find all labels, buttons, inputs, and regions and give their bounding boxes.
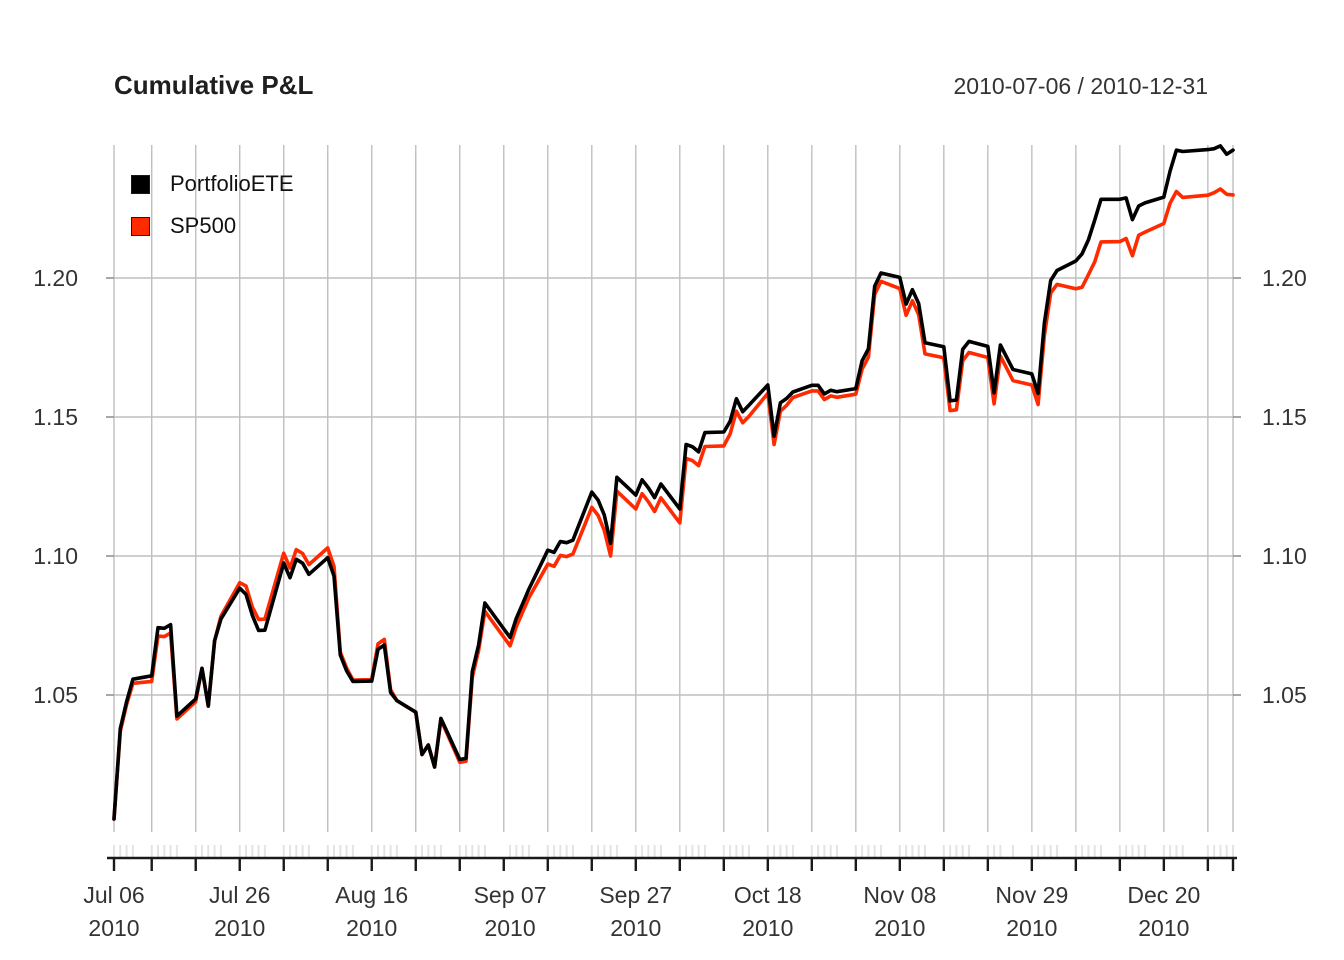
x-axis-label: Sep 07 2010 (474, 882, 547, 941)
x-axis-label: Jul 26 2010 (209, 882, 270, 941)
x-axis-label: Sep 27 2010 (599, 882, 672, 941)
y-axis-label-right: 1.05 (1262, 682, 1307, 708)
legend-item-sp500: SP500 (131, 205, 294, 247)
portfolioete-swatch-icon (131, 174, 150, 194)
x-axis-label: Nov 29 2010 (995, 882, 1068, 941)
chart-legend: PortfolioETE SP500 (131, 163, 294, 247)
chart-date-range: 2010-07-06 / 2010-12-31 (953, 73, 1208, 99)
y-axis-label-right: 1.15 (1262, 404, 1307, 430)
x-axis-label: Dec 20 2010 (1127, 882, 1200, 941)
x-axis-label: Oct 18 2010 (734, 882, 802, 941)
series-line-portfolioete (112, 144, 1235, 821)
y-axis-label-left: 1.05 (33, 682, 78, 708)
legend-item-portfolioete: PortfolioETE (131, 163, 294, 205)
y-axis-label-left: 1.20 (33, 265, 78, 291)
y-axis-label-right: 1.20 (1262, 265, 1307, 291)
x-axis-label: Jul 06 2010 (83, 882, 144, 941)
x-axis-label: Nov 08 2010 (863, 882, 936, 941)
x-axis-label: Aug 16 2010 (335, 882, 408, 941)
y-axis-label-left: 1.10 (33, 543, 78, 569)
y-axis-label-right: 1.10 (1262, 543, 1307, 569)
series-line-sp500 (112, 187, 1235, 821)
y-axis-label-left: 1.15 (33, 404, 78, 430)
chart-title: Cumulative P&L (114, 70, 314, 100)
legend-label-sp500: SP500 (170, 213, 237, 238)
sp500-swatch-icon (131, 216, 150, 236)
legend-label-portfolioete: PortfolioETE (170, 171, 294, 196)
